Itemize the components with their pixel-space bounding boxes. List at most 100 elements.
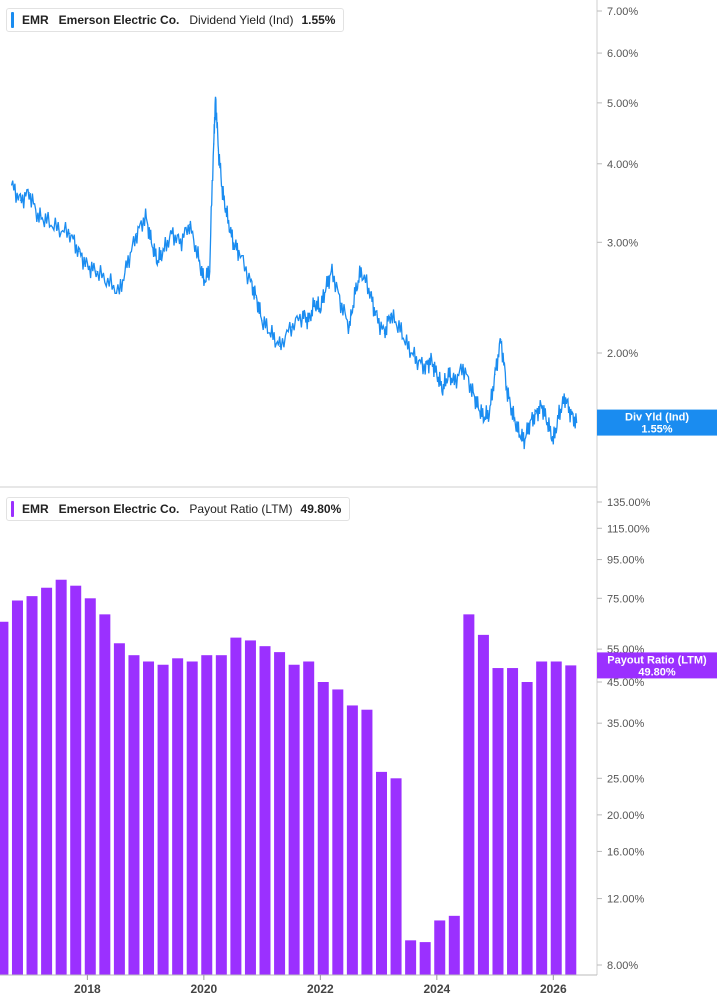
data-point	[453, 381, 455, 383]
data-point	[188, 224, 190, 226]
payout-bar	[274, 652, 286, 975]
payout-bar	[346, 705, 358, 975]
payout-bar	[99, 614, 111, 975]
payout-bar	[390, 778, 402, 975]
x-tick-label: 2018	[74, 982, 101, 996]
y-tick-label: 6.00%	[607, 48, 638, 60]
y-tick-label: 95.00%	[607, 555, 645, 567]
payout-bar	[521, 682, 533, 975]
payout-bar	[0, 621, 9, 975]
data-point	[398, 326, 400, 328]
data-point	[517, 430, 519, 433]
payout-bar	[492, 668, 504, 975]
payout-bar	[405, 940, 417, 975]
data-point	[86, 265, 88, 267]
legend-metric: Payout Ratio (LTM)	[189, 502, 293, 516]
payout-bar	[434, 920, 446, 975]
data-point	[494, 373, 496, 375]
payout-bar	[201, 655, 213, 975]
data-point	[145, 215, 147, 217]
data-point	[19, 199, 21, 201]
data-point	[319, 308, 321, 310]
data-point	[37, 215, 39, 217]
data-point	[57, 228, 59, 230]
payout-bar	[448, 915, 460, 975]
x-tick-label: 2024	[423, 982, 450, 996]
data-point	[348, 326, 351, 328]
flag-background	[597, 409, 717, 436]
payout-bar	[172, 658, 184, 975]
y-tick-label: 20.00%	[607, 810, 645, 822]
data-point	[462, 366, 464, 368]
data-point	[209, 270, 211, 272]
data-point	[107, 280, 109, 282]
data-point	[261, 320, 263, 322]
legend-ticker: EMR	[22, 502, 49, 516]
data-point	[221, 191, 224, 194]
data-point	[511, 413, 514, 415]
data-point	[482, 416, 485, 418]
data-point	[354, 291, 356, 293]
data-point	[118, 291, 120, 293]
payout-bar	[536, 661, 548, 975]
x-tick-label: 2022	[307, 982, 334, 996]
data-point	[529, 421, 531, 424]
data-point	[290, 326, 292, 328]
data-point	[506, 388, 508, 391]
data-point	[523, 440, 525, 442]
payout-bar	[244, 640, 256, 975]
legend-company: Emerson Electric Co.	[58, 13, 180, 27]
data-point	[546, 421, 549, 424]
y-tick-label: 12.00%	[607, 894, 645, 906]
dividend-yield-line	[10, 96, 578, 450]
legend-value: 49.80%	[300, 502, 342, 516]
data-point	[442, 388, 444, 391]
payout-bar	[157, 664, 169, 975]
payout-bar	[259, 646, 271, 975]
payout-bar	[84, 598, 96, 975]
payout-bar	[303, 661, 315, 975]
y-tick-label: 135.00%	[607, 497, 651, 509]
flag-label: Payout Ratio (LTM)	[607, 654, 707, 666]
data-point	[360, 270, 362, 272]
payout-bar	[463, 614, 475, 975]
x-axis: 2018 2020 2022 2024 2026	[0, 974, 597, 996]
payout-bar	[128, 655, 140, 975]
data-point	[238, 250, 240, 253]
payout-bar	[41, 587, 53, 975]
data-point	[127, 260, 129, 262]
data-point	[69, 232, 71, 234]
data-point	[500, 339, 502, 341]
data-point	[325, 286, 327, 288]
legend-value: 1.55%	[301, 13, 336, 27]
flag-background	[597, 652, 717, 679]
data-point	[407, 345, 409, 347]
data-point	[558, 413, 560, 415]
data-point	[136, 232, 138, 234]
data-point	[249, 280, 252, 282]
data-point	[471, 388, 473, 391]
data-point	[197, 255, 199, 257]
y-tick-label: 7.00%	[607, 6, 638, 18]
data-point	[564, 396, 566, 398]
data-point	[383, 332, 386, 334]
last-value-flag: Payout Ratio (LTM)49.80%	[597, 652, 717, 679]
payout-bar	[26, 596, 38, 975]
payout-bar	[317, 682, 329, 975]
payout-bar	[288, 664, 300, 975]
dividend-yield-panel: 7.00% 6.00% 5.00% 4.00% 3.00% 2.00% Div Yld (I…	[10, 0, 717, 487]
y-tick-label: 115.00%	[607, 523, 650, 535]
data-point	[213, 143, 215, 145]
data-point	[389, 314, 391, 316]
data-point	[331, 270, 333, 272]
data-point	[150, 241, 153, 243]
data-point	[214, 96, 217, 99]
legend-company: Emerson Electric Co.	[58, 502, 180, 516]
payout-bar	[332, 689, 344, 975]
payout-bar	[361, 709, 373, 975]
data-point	[45, 219, 48, 222]
payout-ratio-legend[interactable]: EMR Emerson Electric Co. Payout Ratio (L…	[6, 497, 351, 521]
dividend-yield-legend[interactable]: EMR Emerson Electric Co. Dividend Yield …	[6, 8, 345, 32]
data-point	[217, 149, 220, 152]
